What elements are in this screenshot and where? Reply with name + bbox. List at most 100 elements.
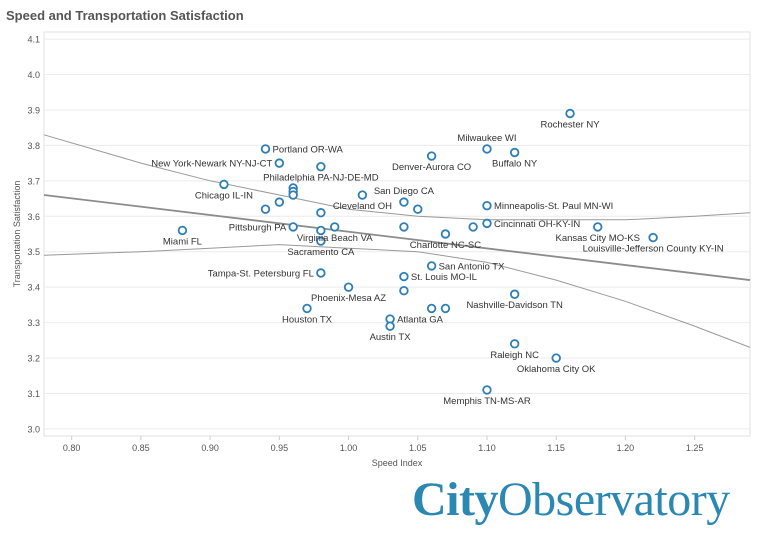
data-point [482,200,492,211]
data-label: Louisville-Jefferson County KY-IN [583,244,724,255]
data-label: San Diego CA [374,186,435,197]
data-label: Buffalo NY [492,158,538,169]
y-tick-label: 3.9 [27,105,40,115]
data-point [482,218,492,229]
data-label: Kansas City MO-KS [555,233,639,244]
y-tick-label: 3.6 [27,212,40,222]
data-point [316,225,326,236]
data-point [440,229,451,239]
x-tick-label: 1.15 [547,443,565,453]
data-point [316,268,326,278]
data-label: San Antonio TX [439,261,506,272]
plot-area [43,31,751,437]
data-point [316,236,326,246]
x-axis-title: Speed Index [372,458,423,468]
data-label: Pittsburgh PA [229,222,287,233]
logo-text-city: City [412,473,498,526]
data-point [274,197,285,207]
data-label: Charlotte NC-SC [410,240,481,251]
data-point [482,144,492,154]
y-tick-label: 3.0 [27,424,40,434]
data-label: Minneapolis-St. Paul MN-WI [494,201,613,212]
data-point [593,222,603,232]
y-tick-label: 3.2 [27,354,40,364]
data-point [316,208,326,218]
data-point [399,197,409,207]
scatter-chart: 3.0 3.1 3.2 3.3 3.4 3.5 3.6 3.7 3.8 3.9 4.0 4.1 0.80… [12,31,751,468]
logo-text-observatory: Observatory [497,473,730,526]
y-tick-label: 3.7 [27,176,40,186]
data-label: Philadelphia PA-NJ-DE-MD [263,173,379,184]
city-observatory-logo: CityObservatory [412,472,730,528]
data-point [468,222,478,232]
x-tick-label: 0.80 [63,443,81,453]
data-point [426,261,437,271]
data-point [399,271,409,282]
confidence-band-upper [43,134,751,221]
data-label: Cleveland OH [333,201,392,212]
data-label: Rochester NY [540,120,600,131]
data-label: Milwaukee WI [457,133,516,144]
x-tick-label: 1.00 [340,443,358,453]
data-point [551,353,561,363]
data-label: Memphis TN-MS-AR [443,396,531,407]
data-label: St. Louis MO-IL [411,272,477,283]
y-tick-label: 3.1 [27,389,40,399]
data-point [330,222,340,232]
data-label: Phoenix-Mesa AZ [311,293,386,304]
data-point [509,339,520,349]
data-point [440,303,451,314]
y-tick-label: 3.4 [27,283,40,293]
chart-title: Speed and Transportation Satisfaction [6,8,244,23]
data-point [316,161,326,172]
x-tick-label: 1.20 [617,443,635,453]
x-tick-label: 1.05 [409,443,427,453]
data-point [509,289,520,299]
y-tick-label: 3.8 [27,141,40,151]
data-label: Houston TX [282,314,333,325]
data-label: Atlanta GA [397,315,444,326]
confidence-band-lower [43,244,751,348]
data-point [399,222,409,232]
data-label: Raleigh NC [490,350,539,361]
data-point [288,222,298,232]
trend-line [43,194,751,281]
data-point [343,282,354,292]
data-point [509,147,520,158]
x-tick-label: 0.90 [201,443,219,453]
data-point [399,286,409,296]
y-tick-label: 3.5 [27,247,40,257]
x-tick-label: 0.95 [271,443,289,453]
data-point [177,225,188,236]
data-point [426,151,437,161]
data-label: New York-Newark NY-NJ-CT [151,159,272,170]
y-tick-label: 3.3 [27,318,40,328]
data-label: Austin TX [370,332,412,343]
data-label: Virginia Beach VA [297,233,373,244]
data-label: Sacramento CA [287,247,355,258]
data-label: Miami FL [163,236,202,247]
data-label: Portland OR-WA [272,144,343,155]
data-point [274,158,285,168]
data-point [219,179,229,190]
x-tick-label: 1.10 [478,443,496,453]
data-label: Oklahoma City OK [517,364,596,375]
data-label: Chicago IL-IN [195,190,253,201]
y-tick-label: 4.0 [27,70,40,80]
data-label: Denver-Aurora CO [392,162,471,173]
data-point [413,204,423,214]
data-label: Nashville-Davidson TN [466,300,563,311]
y-axis-title: Transportation Satisfaction [12,181,22,288]
data-point [357,190,368,200]
data-label: Tampa-St. Petersburg FL [208,268,314,279]
data-point [565,108,575,119]
data-point [302,303,312,314]
data-point [288,190,298,200]
x-tick-label: 0.85 [132,443,150,453]
data-point [260,204,271,214]
data-label: Cincinnati OH-KY-IN [494,219,580,230]
x-tick-label: 1.25 [686,443,704,453]
data-point [385,321,395,331]
y-tick-label: 4.1 [27,35,40,45]
data-point [482,385,492,395]
